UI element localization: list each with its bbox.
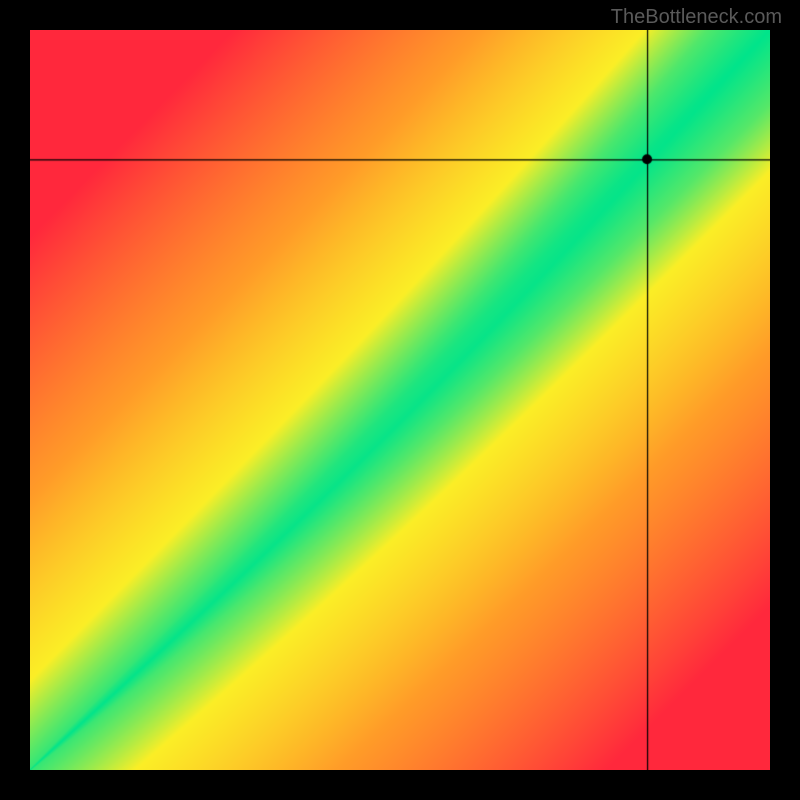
- watermark-text: TheBottleneck.com: [611, 6, 782, 29]
- bottleneck-heatmap: [30, 30, 770, 770]
- heatmap-canvas: [30, 30, 770, 770]
